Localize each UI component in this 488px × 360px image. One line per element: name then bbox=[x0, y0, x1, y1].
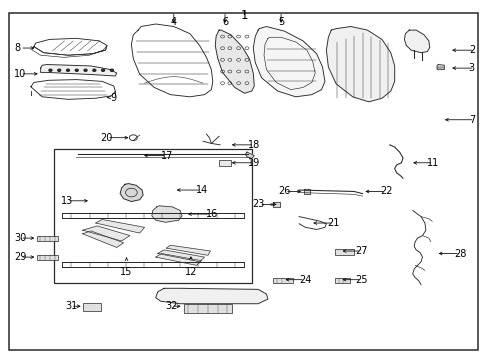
Polygon shape bbox=[272, 202, 279, 207]
Polygon shape bbox=[82, 226, 130, 241]
Polygon shape bbox=[131, 24, 212, 97]
Text: 12: 12 bbox=[184, 267, 197, 277]
Text: 18: 18 bbox=[248, 140, 260, 150]
Bar bbox=[272, 278, 293, 283]
Text: 7: 7 bbox=[468, 115, 474, 125]
Circle shape bbox=[58, 69, 61, 71]
Polygon shape bbox=[304, 189, 310, 194]
Polygon shape bbox=[120, 184, 143, 202]
Circle shape bbox=[93, 69, 96, 71]
Circle shape bbox=[110, 69, 113, 71]
Circle shape bbox=[49, 69, 52, 71]
Polygon shape bbox=[34, 39, 107, 55]
Text: 13: 13 bbox=[61, 196, 73, 206]
Text: 1: 1 bbox=[240, 9, 248, 22]
Text: 14: 14 bbox=[195, 185, 207, 195]
Text: 9: 9 bbox=[110, 93, 117, 103]
Bar bbox=[183, 305, 232, 314]
Text: 17: 17 bbox=[160, 150, 173, 161]
Polygon shape bbox=[156, 253, 201, 265]
Polygon shape bbox=[404, 30, 429, 53]
Text: 16: 16 bbox=[205, 209, 217, 219]
Text: 30: 30 bbox=[14, 233, 26, 243]
Circle shape bbox=[84, 69, 87, 71]
Polygon shape bbox=[436, 64, 444, 69]
Polygon shape bbox=[31, 80, 115, 99]
Polygon shape bbox=[166, 245, 210, 255]
Text: 6: 6 bbox=[222, 17, 227, 27]
Text: 28: 28 bbox=[453, 248, 466, 258]
Text: 32: 32 bbox=[165, 301, 178, 311]
Polygon shape bbox=[245, 152, 254, 158]
Polygon shape bbox=[82, 231, 123, 247]
Text: 31: 31 bbox=[65, 301, 77, 311]
Bar bbox=[54, 149, 251, 283]
Bar bbox=[334, 278, 349, 283]
Text: 8: 8 bbox=[14, 43, 20, 53]
Polygon shape bbox=[158, 250, 204, 262]
Bar bbox=[37, 255, 58, 260]
Bar bbox=[37, 236, 58, 241]
Circle shape bbox=[102, 69, 104, 71]
Text: 26: 26 bbox=[278, 186, 290, 197]
Text: 29: 29 bbox=[14, 252, 27, 262]
Text: 15: 15 bbox=[120, 267, 132, 277]
Text: 10: 10 bbox=[14, 69, 26, 79]
Polygon shape bbox=[326, 27, 394, 102]
Polygon shape bbox=[152, 206, 182, 222]
Text: 5: 5 bbox=[277, 17, 284, 27]
Polygon shape bbox=[41, 64, 117, 76]
Text: 25: 25 bbox=[355, 275, 367, 285]
Text: 11: 11 bbox=[427, 158, 439, 168]
Text: 24: 24 bbox=[299, 275, 311, 285]
Circle shape bbox=[66, 69, 69, 71]
Bar bbox=[219, 160, 231, 166]
Circle shape bbox=[75, 69, 78, 71]
Text: 20: 20 bbox=[100, 133, 113, 143]
Text: 22: 22 bbox=[379, 186, 392, 197]
Text: 19: 19 bbox=[248, 158, 260, 168]
Polygon shape bbox=[253, 27, 325, 97]
Bar bbox=[334, 249, 353, 255]
Text: 27: 27 bbox=[355, 246, 367, 256]
Polygon shape bbox=[96, 220, 144, 233]
Polygon shape bbox=[156, 288, 267, 304]
Text: 23: 23 bbox=[252, 199, 264, 210]
Text: 2: 2 bbox=[468, 45, 474, 55]
Text: 21: 21 bbox=[327, 218, 339, 228]
Text: 3: 3 bbox=[468, 63, 474, 73]
Bar bbox=[82, 303, 101, 311]
Polygon shape bbox=[215, 30, 254, 93]
Text: 4: 4 bbox=[170, 17, 177, 27]
